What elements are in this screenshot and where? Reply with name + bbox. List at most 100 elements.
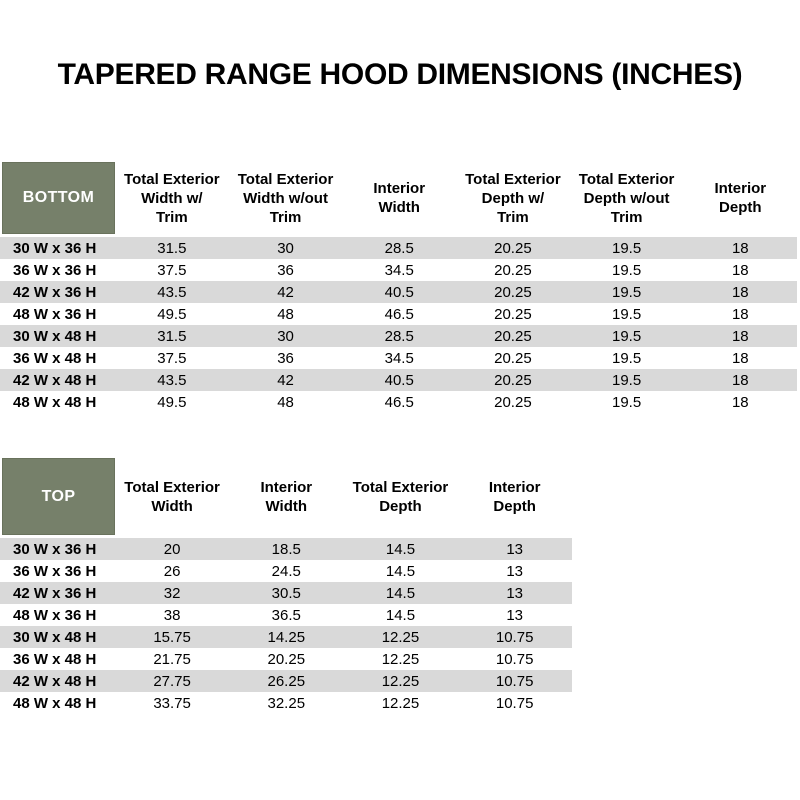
table-row: 42 W x 48 H 27.75 26.25 12.25 10.75: [0, 670, 572, 692]
cell-value: 20.25: [494, 283, 532, 301]
cell-value: 48: [277, 305, 294, 323]
bottom-table-corner-label: BOTTOM: [2, 162, 115, 234]
cell-value: 18: [731, 305, 749, 323]
cell-value: 10.75: [495, 694, 534, 712]
cell-value: 49.5: [157, 305, 187, 323]
cell-value: 27.75: [153, 672, 191, 690]
cell-value: 13: [506, 606, 523, 624]
cell-value: 20.25: [494, 327, 532, 345]
top-column-header-0: Total Exterior Width: [124, 478, 220, 515]
cell-value: 19.5: [611, 393, 642, 411]
top-table-header-row: TOP Total Exterior Width Interior Width Tot…: [0, 458, 572, 535]
top-column-header-1: Interior Width: [260, 478, 313, 515]
cell-value: 49.5: [157, 393, 187, 411]
cell-value: 18: [731, 327, 749, 345]
cell-value: 20.25: [267, 650, 306, 668]
cell-value: 14.5: [385, 606, 416, 624]
top-column-header-3: Interior Depth: [488, 478, 541, 515]
cell-value: 24.5: [271, 562, 301, 580]
table-row: 48 W x 48 H 49.5 48 46.5 20.25 19.5 18: [0, 391, 797, 413]
top-table-body: 30 W x 36 H 20 18.5 14.5 13 36 W x 36 H 26 24.5…: [0, 538, 572, 714]
cell-value: 34.5: [384, 349, 414, 367]
table-row: 36 W x 36 H 37.5 36 34.5 20.25 19.5 18: [0, 259, 797, 281]
cell-value: 37.5: [157, 349, 187, 367]
cell-value: 13: [506, 584, 523, 602]
cell-value: 14.5: [385, 540, 416, 558]
bottom-column-header-4: Total Exterior Depth w/out Trim: [578, 170, 675, 226]
bottom-table-body: 30 W x 36 H 31.5 30 28.5 20.25 19.5 18 36 W x 3…: [0, 237, 797, 413]
row-label: 36 W x 48 H: [13, 349, 97, 367]
bottom-column-header-0: Total Exterior Width w/ Trim: [124, 170, 220, 226]
cell-value: 32.25: [267, 694, 306, 712]
cell-value: 18.5: [271, 540, 301, 558]
cell-value: 43.5: [157, 283, 187, 301]
row-label: 36 W x 36 H: [13, 562, 97, 580]
cell-value: 34.5: [384, 261, 414, 279]
cell-value: 26.25: [267, 672, 306, 690]
cell-value: 19.5: [611, 371, 642, 389]
top-table-corner-label: TOP: [2, 458, 115, 535]
cell-value: 30: [277, 327, 294, 345]
table-row: 42 W x 36 H 32 30.5 14.5 13: [0, 582, 572, 604]
table-row: 48 W x 48 H 33.75 32.25 12.25 10.75: [0, 692, 572, 714]
cell-value: 14.5: [385, 584, 416, 602]
table-row: 48 W x 36 H 38 36.5 14.5 13: [0, 604, 572, 626]
cell-value: 20.25: [494, 239, 532, 257]
table-row: 42 W x 36 H 43.5 42 40.5 20.25 19.5 18: [0, 281, 797, 303]
cell-value: 33.75: [153, 694, 191, 712]
cell-value: 10.75: [495, 650, 534, 668]
row-label: 30 W x 48 H: [13, 327, 97, 345]
row-label: 48 W x 36 H: [13, 305, 97, 323]
row-label: 30 W x 36 H: [13, 540, 97, 558]
bottom-column-header-2: Interior Width: [373, 180, 426, 216]
top-dimensions-table: TOP Total Exterior Width Interior Width Tot…: [0, 458, 572, 714]
cell-value: 31.5: [157, 327, 187, 345]
cell-value: 40.5: [384, 283, 414, 301]
bottom-column-header-3: Total Exterior Depth w/ Trim: [465, 170, 561, 226]
cell-value: 20.25: [494, 349, 532, 367]
cell-value: 12.25: [381, 628, 420, 646]
cell-value: 26: [163, 562, 181, 580]
cell-value: 36: [277, 261, 294, 279]
cell-value: 30.5: [271, 584, 301, 602]
cell-value: 18: [731, 371, 749, 389]
cell-value: 14.25: [267, 628, 306, 646]
table-row: 36 W x 48 H 21.75 20.25 12.25 10.75: [0, 648, 572, 670]
cell-value: 46.5: [384, 393, 414, 411]
cell-value: 36: [277, 349, 294, 367]
row-label: 42 W x 48 H: [13, 371, 97, 389]
row-label: 42 W x 48 H: [13, 672, 97, 690]
cell-value: 31.5: [157, 239, 187, 257]
cell-value: 37.5: [157, 261, 187, 279]
top-column-header-2: Total Exterior Depth: [352, 478, 449, 515]
table-row: 42 W x 48 H 43.5 42 40.5 20.25 19.5 18: [0, 369, 797, 391]
cell-value: 40.5: [384, 371, 414, 389]
row-label: 42 W x 36 H: [13, 283, 97, 301]
table-row: 36 W x 48 H 37.5 36 34.5 20.25 19.5 18: [0, 347, 797, 369]
table-row: 30 W x 48 H 15.75 14.25 12.25 10.75: [0, 626, 572, 648]
cell-value: 19.5: [611, 239, 642, 257]
cell-value: 20.25: [494, 393, 532, 411]
row-label: 48 W x 48 H: [13, 393, 97, 411]
cell-value: 28.5: [384, 327, 414, 345]
cell-value: 18: [731, 239, 749, 257]
cell-value: 12.25: [381, 650, 420, 668]
cell-value: 46.5: [384, 305, 414, 323]
cell-value: 20: [163, 540, 181, 558]
row-label: 42 W x 36 H: [13, 584, 97, 602]
cell-value: 48: [277, 393, 294, 411]
table-row: 36 W x 36 H 26 24.5 14.5 13: [0, 560, 572, 582]
cell-value: 30: [277, 239, 294, 257]
table-row: 48 W x 36 H 49.5 48 46.5 20.25 19.5 18: [0, 303, 797, 325]
bottom-dimensions-table: BOTTOM Total Exterior Width w/ Trim Total …: [0, 162, 797, 413]
row-label: 36 W x 36 H: [13, 261, 97, 279]
cell-value: 20.25: [494, 305, 532, 323]
cell-value: 10.75: [495, 672, 534, 690]
cell-value: 43.5: [157, 371, 187, 389]
cell-value: 14.5: [385, 562, 416, 580]
cell-value: 15.75: [153, 628, 191, 646]
cell-value: 42: [277, 371, 294, 389]
cell-value: 21.75: [153, 650, 191, 668]
cell-value: 19.5: [611, 283, 642, 301]
table-row: 30 W x 36 H 20 18.5 14.5 13: [0, 538, 572, 560]
